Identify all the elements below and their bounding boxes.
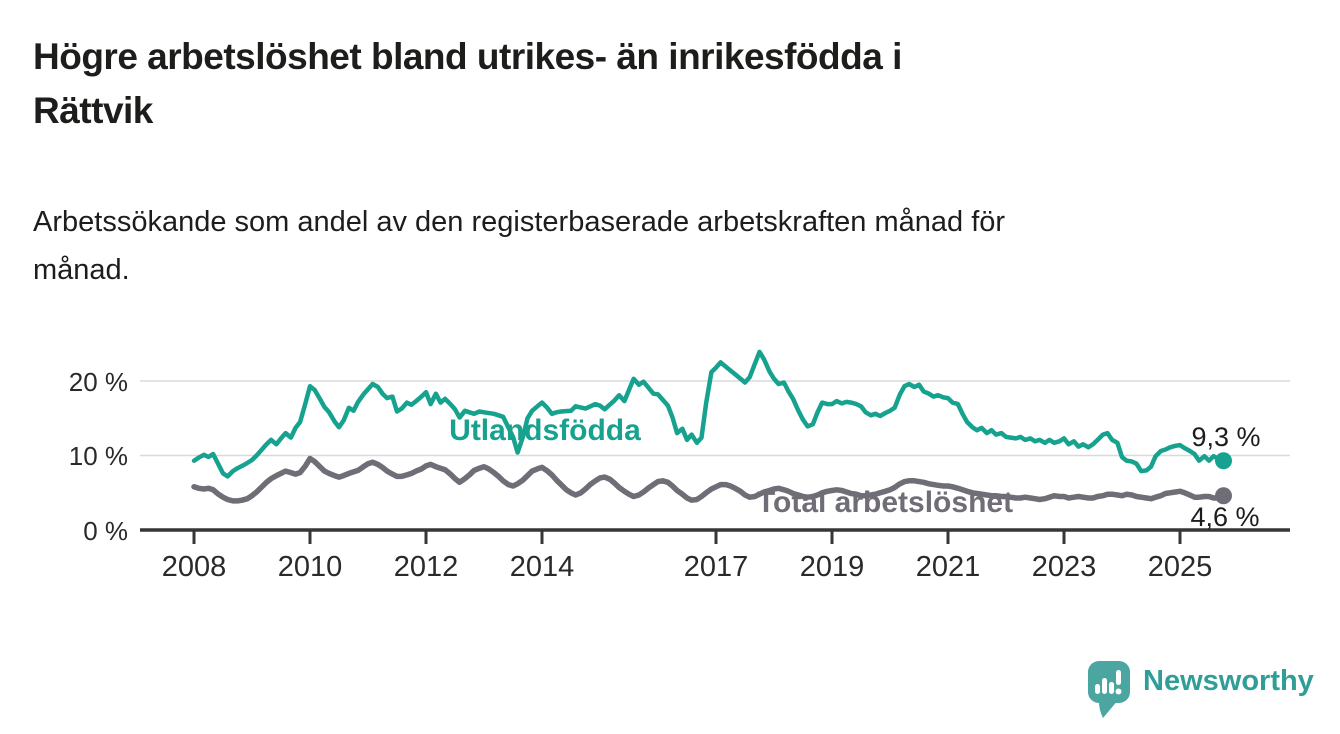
chart-subtitle-line2: månad. <box>33 254 130 286</box>
series-lines <box>191 349 1232 505</box>
page-title: Högre arbetslöshet bland utrikes- än inr… <box>33 30 902 138</box>
x-tick-label-2014: 2014 <box>509 551 575 583</box>
page-title-line1: Högre arbetslöshet bland utrikes- än inr… <box>33 36 902 77</box>
x-tick-label-2019: 2019 <box>799 551 865 583</box>
y-tick-label-0: 0 % <box>83 516 128 546</box>
series-label-utlandsfodda: Utlandsfödda <box>449 414 641 447</box>
bar-chart-glyph <box>1095 670 1122 695</box>
end-value-label-total: 4,6 % <box>1190 502 1260 532</box>
chart-subtitle-line1: Arbetssökande som andel av den registerb… <box>33 206 1006 238</box>
newsworthy-wordmark: Newsworthy <box>1143 665 1314 697</box>
speech-bubble-icon <box>1088 661 1130 718</box>
x-tick-label-2012: 2012 <box>393 551 459 583</box>
x-tick-label-2017: 2017 <box>683 551 749 583</box>
page-title-line2: Rättvik <box>33 90 153 131</box>
gridlines <box>140 380 1290 532</box>
x-tick-label-2023: 2023 <box>1031 551 1097 583</box>
y-tick-label-10: 10 % <box>68 441 128 471</box>
x-axis <box>192 530 1182 544</box>
x-tick-label-2010: 2010 <box>277 551 343 583</box>
chart-subtitle: Arbetssökande som andel av den registerb… <box>33 198 1005 294</box>
y-tick-label-20: 20 % <box>68 367 128 397</box>
series-label-total-arbetsloshet: Total arbetslöshet <box>756 486 1014 519</box>
newsworthy-logo-icon <box>1088 661 1130 718</box>
x-tick-label-2025: 2025 <box>1147 551 1213 583</box>
x-tick-label-2021: 2021 <box>915 551 981 583</box>
end-value-label-utlandsfodda: 9,3 % <box>1191 422 1261 452</box>
x-tick-label-2008: 2008 <box>161 551 227 583</box>
